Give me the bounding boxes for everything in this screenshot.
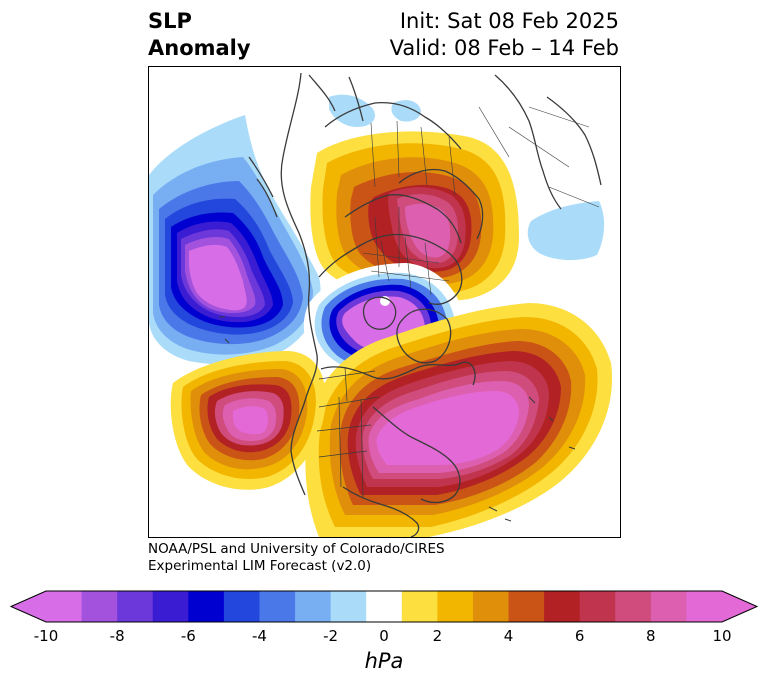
colorbar-tick-label: 8 [646,627,656,645]
colorbar-cell [259,591,296,622]
colorbar-tick-label: 4 [503,627,514,645]
colorbar-cell [117,591,154,622]
map-canvas [149,72,613,537]
init-date: Init: Sat 08 Feb 2025 [399,9,619,33]
colorbar [10,590,758,623]
colorbar-cell [686,591,723,622]
credit-text: NOAA/PSL and University of Colorado/CIRE… [148,541,445,575]
positive-anomaly-atlantic [305,303,613,537]
colorbar-tick-label: -6 [180,627,196,645]
colorbar-cell [650,591,687,622]
colorbar-tick-label: -8 [109,627,125,645]
colorbar-cell [508,591,545,622]
colorbar-cell [188,591,225,622]
colorbar-cell [401,591,438,622]
colorbar-cell [579,591,616,622]
colorbar-tick-label: 0 [379,627,389,645]
colorbar-cell [295,591,332,622]
colorbar-extend-high [722,591,757,622]
positive-anomaly-central-pacific [170,351,326,490]
title-line-2: Anomaly [148,36,251,60]
colorbar-tick-label: 2 [432,627,443,645]
colorbar-cell [544,591,581,622]
colorbar-tick-label: 10 [712,627,732,645]
title-line-1: SLP [148,9,192,33]
colorbar-extend-low [11,591,46,622]
colorbar-tick-label: -2 [323,627,339,645]
colorbar-cell [46,591,83,622]
valid-dates: Valid: 08 Feb – 14 Feb [389,36,619,60]
colorbar-cell [330,591,367,622]
colorbar-tick-label: -4 [251,627,267,645]
negative-anomaly-north-pacific [149,115,321,365]
colorbar-tick-label: -10 [33,627,59,645]
forecast-dates: Init: Sat 08 Feb 2025 Valid: 08 Feb – 14… [390,8,619,62]
colorbar-cell [472,591,510,622]
credit-line-1: NOAA/PSL and University of Colorado/CIRE… [148,541,445,557]
map-title: SLP Anomaly [148,8,251,62]
colorbar-cell [152,591,189,622]
colorbar-cell [437,591,474,622]
colorbar-unit: hPa [364,649,404,673]
credit-line-2: Experimental LIM Forecast (v2.0) [148,558,372,574]
colorbar-cell [615,591,652,622]
colorbar-outline [10,590,758,623]
colorbar-cell [366,591,403,622]
slp-anomaly-map [148,66,621,538]
colorbar-cell [223,591,260,622]
coastlines-and-borders [219,72,602,537]
colorbar-cell [81,591,118,622]
colorbar-tick-label: 6 [574,627,585,645]
